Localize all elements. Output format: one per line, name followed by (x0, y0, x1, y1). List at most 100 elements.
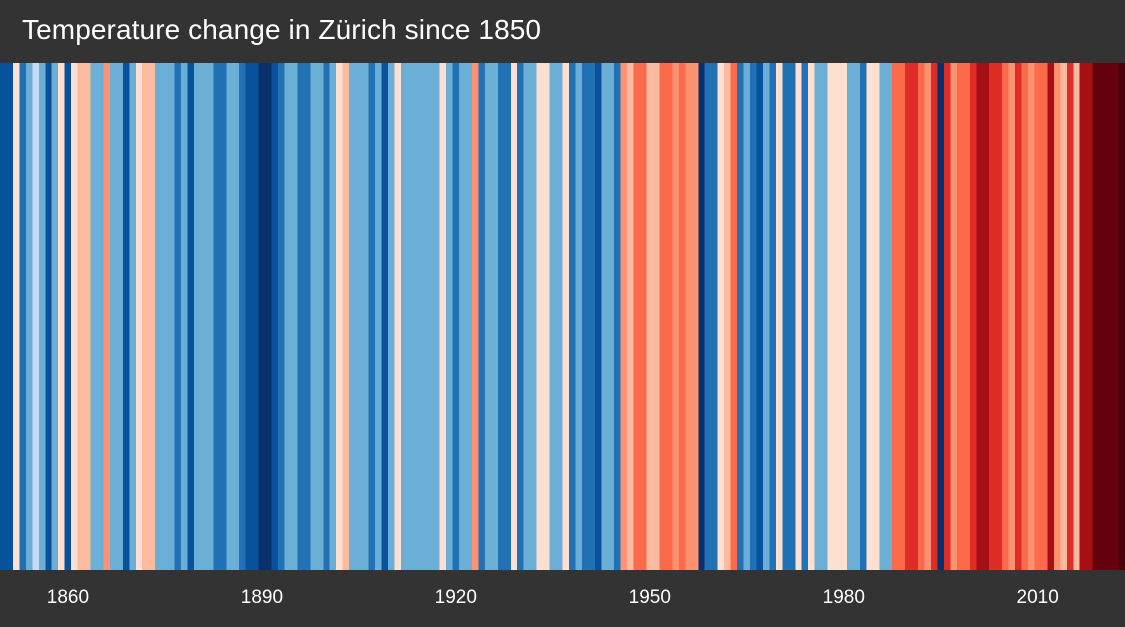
stripe-1989 (898, 63, 906, 570)
stripe-1886 (232, 63, 240, 570)
stripe-1984 (866, 63, 874, 570)
x-tick-label: 1890 (240, 587, 284, 608)
stripe-2014 (1060, 63, 1068, 570)
stripe-1851 (6, 63, 14, 570)
stripe-1931 (523, 63, 531, 570)
stripe-1939 (575, 63, 583, 570)
stripe-2012 (1047, 63, 1055, 570)
stripe-1952 (659, 63, 667, 570)
stripe-1961 (717, 63, 725, 570)
stripe-1868 (116, 63, 124, 570)
stripe-1998 (956, 63, 964, 570)
stripe-2003 (989, 63, 997, 570)
stripe-2008 (1021, 63, 1029, 570)
stripe-1914 (413, 63, 421, 570)
x-tick-label: 1860 (46, 587, 90, 608)
stripe-2006 (1008, 63, 1016, 570)
stripe-1927 (497, 63, 505, 570)
stripe-1871 (135, 63, 143, 570)
stripe-2019 (1092, 63, 1100, 570)
stripe-1950 (646, 63, 654, 570)
stripe-1865 (96, 63, 105, 570)
stripe-2005 (1002, 63, 1010, 570)
stripe-1877 (174, 63, 182, 570)
stripe-1942 (594, 63, 602, 570)
stripe-1895 (290, 63, 299, 570)
stripe-1880 (193, 63, 202, 570)
stripe-1872 (142, 63, 150, 570)
stripe-1889 (252, 63, 260, 570)
stripe-1954 (672, 63, 680, 570)
stripe-1881 (200, 63, 208, 570)
stripe-1918 (439, 63, 447, 570)
stripe-1899 (316, 63, 324, 570)
stripe-1951 (653, 63, 661, 570)
stripe-1922 (465, 63, 473, 570)
stripe-1910 (387, 63, 395, 570)
stripe-1947 (627, 63, 635, 570)
stripe-1904 (349, 63, 357, 570)
stripe-1981 (846, 63, 855, 570)
stripe-1963 (730, 63, 738, 570)
stripe-1957 (691, 63, 699, 570)
stripe-1925 (484, 63, 492, 570)
stripe-1855 (32, 63, 40, 570)
stripe-1953 (665, 63, 674, 570)
stripe-1874 (155, 63, 163, 570)
stripe-1860 (64, 63, 72, 570)
stripe-1862 (77, 63, 85, 570)
stripe-1970 (775, 63, 783, 570)
stripe-1972 (788, 63, 796, 570)
stripe-2017 (1079, 63, 1087, 570)
stripe-1979 (834, 63, 842, 570)
stripe-1965 (743, 63, 751, 570)
stripe-1999 (963, 63, 971, 570)
stripe-2000 (969, 63, 977, 570)
stripe-1857 (45, 63, 53, 570)
stripe-1864 (90, 63, 98, 570)
stripe-1958 (698, 63, 706, 570)
stripe-1944 (607, 63, 615, 570)
stripes-plot-area (0, 63, 1125, 570)
stripe-1920 (452, 63, 460, 570)
stripe-1936 (556, 63, 564, 570)
stripe-2018 (1086, 63, 1094, 570)
stripe-1901 (329, 63, 337, 570)
stripe-2009 (1028, 63, 1036, 570)
stripe-1928 (504, 63, 512, 570)
stripe-1878 (181, 63, 189, 570)
stripe-1905 (355, 63, 363, 570)
stripe-1887 (239, 63, 247, 570)
stripe-1856 (38, 63, 46, 570)
stripe-1940 (581, 63, 589, 570)
stripe-1992 (918, 63, 926, 570)
stripe-1924 (478, 63, 486, 570)
stripe-1912 (400, 63, 408, 570)
stripe-1976 (814, 63, 822, 570)
stripe-2010 (1034, 63, 1042, 570)
stripe-1882 (206, 63, 214, 570)
x-tick-label: 1920 (434, 587, 477, 608)
stripe-2001 (976, 63, 984, 570)
stripe-1888 (245, 63, 253, 570)
stripe-1896 (297, 63, 305, 570)
stripe-1991 (911, 63, 919, 570)
stripe-2011 (1040, 63, 1049, 570)
stripe-1943 (601, 63, 609, 570)
stripe-1890 (258, 63, 266, 570)
stripe-1876 (168, 63, 176, 570)
stripe-1985 (872, 63, 880, 570)
stripe-2007 (1015, 63, 1023, 570)
stripe-1969 (769, 63, 777, 570)
stripe-1967 (756, 63, 764, 570)
stripe-1923 (471, 63, 480, 570)
stripe-1956 (685, 63, 693, 570)
stripe-1993 (924, 63, 932, 570)
stripe-2020 (1099, 63, 1107, 570)
stripe-2016 (1073, 63, 1081, 570)
stripe-1892 (271, 63, 279, 570)
x-tick-label: 1980 (822, 587, 865, 608)
stripe-1971 (782, 63, 790, 570)
stripe-1894 (284, 63, 292, 570)
